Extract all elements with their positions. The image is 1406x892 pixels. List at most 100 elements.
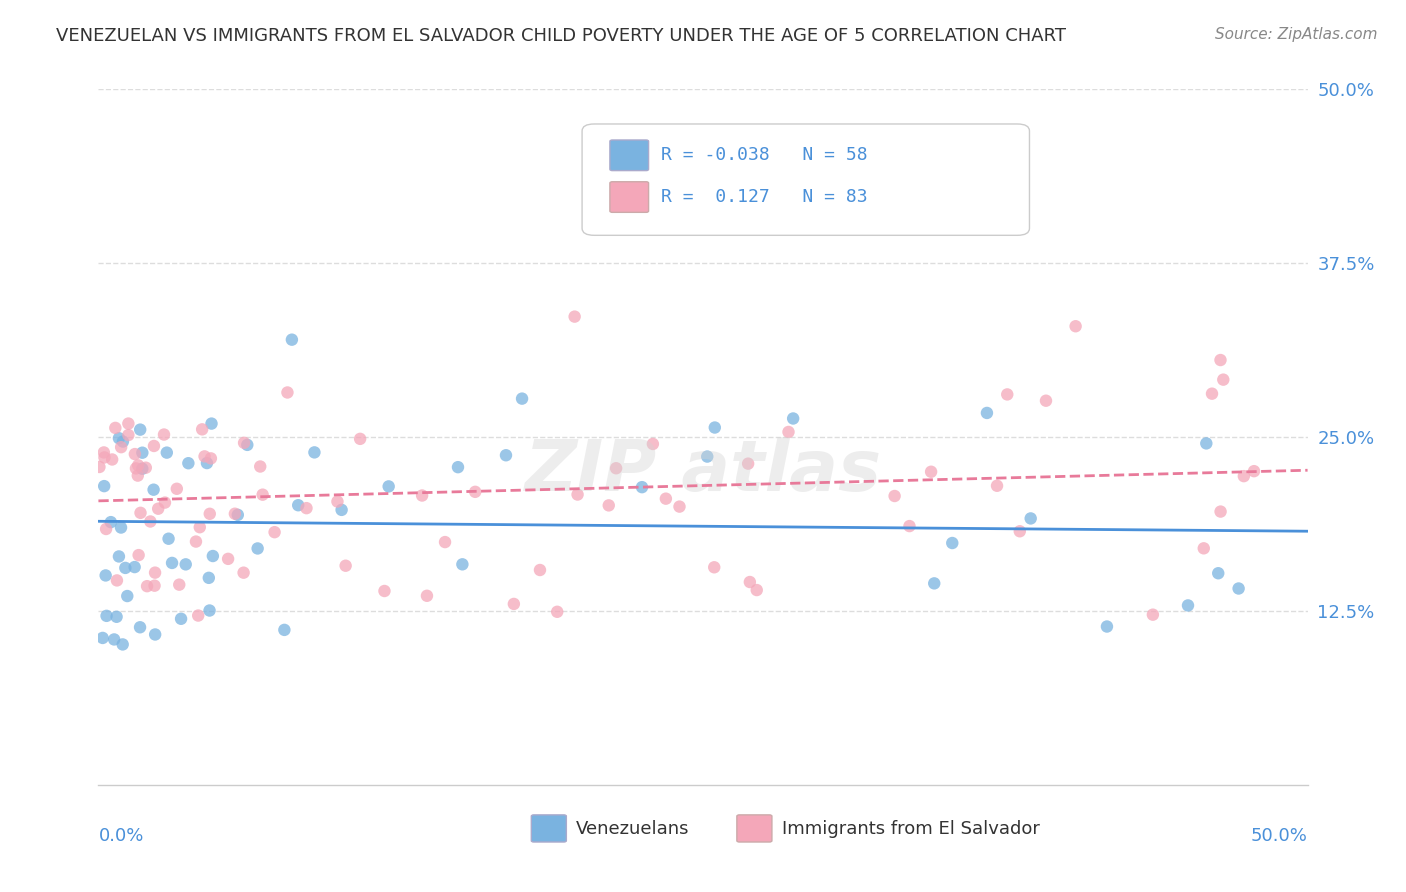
Point [226,508,249,522]
Point [986,479,1008,493]
Point [142,439,165,453]
Point [641,437,664,451]
Point [117,589,139,603]
Point [447,460,470,475]
Point [110,440,132,454]
Point [1212,373,1234,387]
Point [273,623,295,637]
Point [1209,353,1232,368]
Point [93,450,115,465]
Point [233,435,256,450]
Point [703,420,725,434]
Point [564,310,586,324]
Point [976,406,998,420]
Point [287,498,309,512]
Point [703,560,725,574]
Point [136,579,159,593]
Point [1008,524,1031,539]
Point [224,507,246,521]
Text: Source: ZipAtlas.com: Source: ZipAtlas.com [1215,27,1378,42]
Point [104,421,127,435]
Point [135,460,157,475]
Point [416,589,439,603]
Point [108,549,131,564]
Point [631,480,654,494]
FancyBboxPatch shape [610,140,648,170]
Point [1206,566,1229,581]
Point [330,503,353,517]
Point [252,488,274,502]
Point [187,608,209,623]
Text: ZIP atlas: ZIP atlas [524,437,882,507]
Point [1019,511,1042,525]
Text: Venezuelans: Venezuelans [576,820,689,838]
Point [377,479,399,493]
Point [922,576,945,591]
Point [335,558,357,573]
Point [111,637,134,651]
Point [184,534,207,549]
Point [696,450,718,464]
Point [1201,386,1223,401]
Point [295,501,318,516]
Point [232,566,254,580]
Point [373,584,395,599]
FancyBboxPatch shape [610,182,648,212]
Point [495,448,517,462]
Point [883,489,905,503]
Point [198,507,221,521]
Text: Immigrants from El Salvador: Immigrants from El Salvador [782,820,1039,838]
Point [131,462,153,476]
Point [1035,393,1057,408]
Point [139,515,162,529]
Point [1177,599,1199,613]
Point [124,560,146,574]
Point [1227,582,1250,596]
Point [143,566,166,580]
Point [1233,469,1256,483]
Point [191,422,214,436]
Point [1095,619,1118,633]
Point [529,563,551,577]
Point [193,450,215,464]
Point [91,631,114,645]
Point [117,428,139,442]
Point [127,468,149,483]
Point [281,333,304,347]
Point [89,460,111,475]
Point [157,532,180,546]
Point [129,620,152,634]
Point [105,609,128,624]
Point [246,541,269,556]
Point [174,558,197,572]
Point [117,417,139,431]
Point [1192,541,1215,556]
Point [198,571,221,585]
Point [195,456,218,470]
Point [167,577,190,591]
Point [1243,464,1265,478]
Point [778,425,800,439]
Point [101,452,124,467]
Point [129,423,152,437]
Point [103,632,125,647]
Point [114,561,136,575]
Point [668,194,690,208]
Point [276,385,298,400]
Point [411,489,433,503]
Text: VENEZUELAN VS IMMIGRANTS FROM EL SALVADOR CHILD POVERTY UNDER THE AGE OF 5 CORRE: VENEZUELAN VS IMMIGRANTS FROM EL SALVADO… [56,27,1066,45]
Point [148,501,170,516]
Point [326,494,349,508]
Point [160,556,183,570]
Point [349,432,371,446]
Point [93,445,115,459]
FancyBboxPatch shape [531,815,567,842]
Point [111,434,134,449]
Text: R = -0.038   N = 58: R = -0.038 N = 58 [661,146,868,164]
Point [1142,607,1164,622]
Point [200,417,222,431]
Point [668,500,690,514]
Point [142,483,165,497]
Point [177,456,200,470]
Point [1064,319,1087,334]
